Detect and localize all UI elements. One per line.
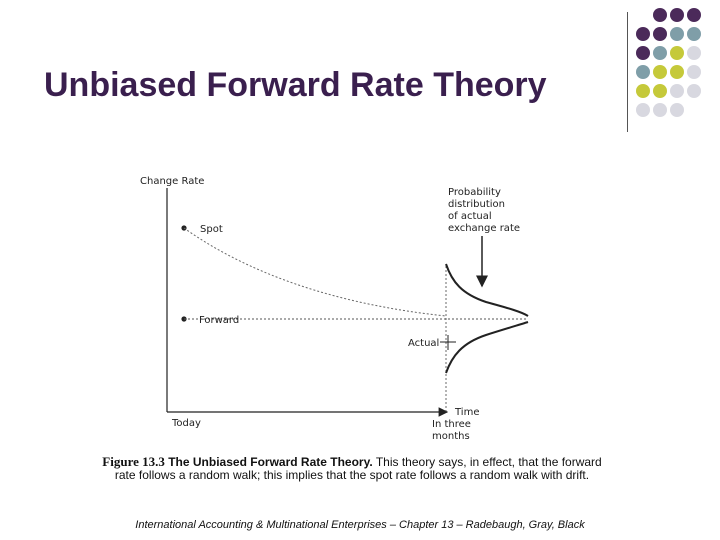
decorative-dot: [670, 103, 684, 117]
decorative-dot: [653, 103, 667, 117]
distribution-label-line-3: of actual: [448, 211, 492, 222]
distribution-label-line-2: distribution: [448, 199, 505, 210]
spot-curve: [183, 227, 447, 317]
decorative-dot: [670, 8, 684, 22]
three-months-label-line-1: In three: [432, 419, 471, 430]
decorative-dot: [636, 65, 650, 79]
decorative-dot: [670, 65, 684, 79]
figure-text: This theory says, in effect, that the fo…: [114, 455, 602, 482]
decorative-dot: [653, 46, 667, 60]
today-label: Today: [171, 418, 201, 429]
decorative-dot: [687, 27, 701, 41]
decorative-dot: [636, 84, 650, 98]
decorative-dot: [670, 27, 684, 41]
y-axis-label: Change Rate: [140, 176, 204, 187]
decorative-dot: [687, 46, 701, 60]
decorative-dot: [653, 84, 667, 98]
figure-title: The Unbiased Forward Rate Theory.: [168, 455, 373, 469]
title-divider: [627, 12, 628, 132]
decorative-dot-grid: [636, 8, 720, 148]
decorative-dot: [636, 27, 650, 41]
decorative-dot: [670, 84, 684, 98]
actual-label: Actual: [408, 338, 439, 349]
decorative-dot: [687, 65, 701, 79]
probability-distribution-upper: [445, 263, 529, 317]
slide-title: Unbiased Forward Rate Theory: [44, 66, 547, 104]
three-months-label-line-2: months: [432, 431, 470, 442]
decorative-dot: [670, 46, 684, 60]
distribution-label-line-1: Probability: [448, 187, 501, 198]
x-axis-label: Time: [454, 407, 479, 418]
slide-footer: International Accounting & Multinational…: [135, 519, 585, 531]
decorative-dot: [636, 46, 650, 60]
decorative-dot: [636, 103, 650, 117]
decorative-dot: [653, 65, 667, 79]
decorative-dot: [687, 8, 701, 22]
figure-number: Figure 13.3: [102, 454, 165, 469]
spot-label: Spot: [200, 224, 223, 235]
decorative-dot: [687, 84, 701, 98]
figure-caption: Figure 13.3 The Unbiased Forward Rate Th…: [102, 455, 602, 482]
forward-label: Forward: [199, 315, 239, 326]
probability-distribution-lower: [445, 321, 529, 374]
distribution-label-line-4: exchange rate: [448, 223, 520, 234]
decorative-dot: [653, 8, 667, 22]
decorative-dot: [653, 27, 667, 41]
